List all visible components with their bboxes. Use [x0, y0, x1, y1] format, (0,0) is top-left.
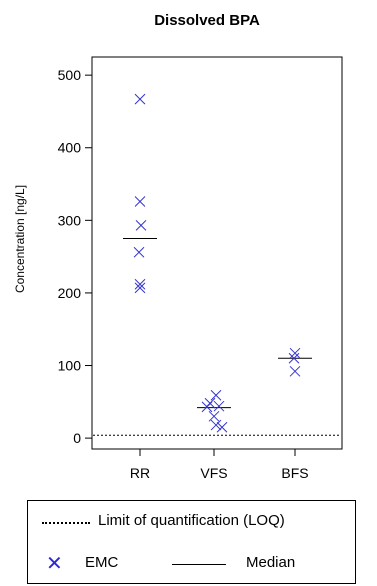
emc-point: [216, 421, 228, 433]
y-tick-label: 300: [58, 212, 82, 228]
legend: Limit of quantification (LOQ) ✕ EMC Medi…: [27, 500, 356, 584]
emc-point: [289, 365, 301, 377]
plot-frame: [91, 56, 343, 450]
legend-median-swatch: [172, 564, 226, 565]
y-tick-label: 500: [58, 67, 82, 83]
emc-point: [134, 196, 146, 207]
emc-point: [134, 93, 146, 105]
emc-point: [208, 410, 220, 422]
chart-title: Dissolved BPA: [154, 12, 260, 29]
legend-loq-swatch: [42, 522, 90, 524]
y-tick-label: 200: [58, 285, 82, 301]
emc-point: [134, 278, 146, 290]
emc-point: [134, 282, 146, 294]
emc-point: [201, 401, 213, 413]
x-tick-label: BFS: [281, 465, 308, 481]
emc-point: [210, 389, 222, 401]
emc-point: [133, 246, 145, 258]
legend-emc-label: EMC: [85, 554, 119, 571]
emc-points: [133, 93, 301, 433]
legend-median-label: Median: [246, 554, 296, 571]
y-tick-label: 0: [73, 430, 81, 446]
x-tick-label: RR: [130, 465, 150, 481]
y-axis: 0 100 200 300 400 500: [58, 67, 92, 446]
emc-point: [210, 419, 222, 431]
y-tick-label: 400: [58, 140, 82, 156]
emc-point: [213, 400, 225, 412]
emc-point: [135, 220, 147, 231]
median-lines: [123, 237, 312, 409]
x-axis: RR VFS BFS: [130, 449, 309, 481]
y-axis-label: Concentration [ng/L]: [13, 185, 27, 293]
legend-loq-label: Limit of quantification (LOQ): [98, 512, 285, 529]
x-tick-label: VFS: [200, 465, 227, 481]
y-tick-label: 100: [58, 358, 82, 374]
emc-point: [288, 352, 300, 364]
legend-emc-marker-icon: ✕: [46, 551, 63, 575]
